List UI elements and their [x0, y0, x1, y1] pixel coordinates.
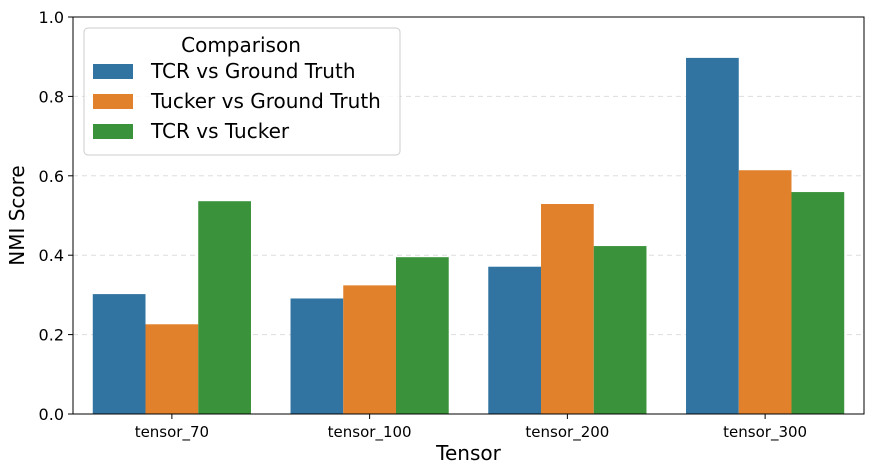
legend-swatch — [93, 124, 133, 139]
bar — [395, 257, 449, 414]
y-tick-label: 0.0 — [39, 405, 64, 424]
x-tick-label: tensor_200 — [525, 423, 609, 442]
bar — [593, 246, 647, 414]
x-tick-label: tensor_100 — [328, 423, 412, 442]
legend-items: TCR vs Ground Truth Tucker vs Ground Trut… — [93, 59, 381, 143]
legend: Comparison TCR vs Ground Truth Tucker vs … — [83, 27, 401, 156]
y-tick-label: 0.2 — [39, 326, 64, 345]
legend-title: Comparison — [181, 33, 301, 57]
bar — [738, 170, 792, 414]
legend-frame — [83, 27, 401, 156]
y-tick-label: 1.0 — [39, 8, 64, 27]
bar — [198, 201, 251, 414]
legend-label: TCR vs Ground Truth — [150, 59, 356, 83]
x-axis-label: Tensor — [435, 441, 501, 465]
plot-frame — [72, 16, 865, 415]
y-tick-label: 0.4 — [39, 246, 64, 265]
bar — [145, 324, 199, 414]
bar — [92, 294, 146, 414]
bar — [488, 266, 542, 414]
legend-label: TCR vs Tucker — [150, 119, 290, 143]
x-tick-label: tensor_300 — [723, 423, 807, 442]
bar — [791, 192, 845, 414]
bar — [541, 203, 594, 414]
bars — [92, 57, 845, 415]
legend-label: Tucker vs Ground Truth — [150, 89, 381, 113]
bar — [686, 57, 739, 415]
legend-swatch — [93, 64, 133, 79]
y-tick-label: 0.6 — [39, 167, 64, 186]
y-axis-ticks: 0.0 0.2 0.4 0.6 0.8 1.0 — [39, 8, 73, 424]
y-tick-label: 0.8 — [39, 87, 64, 106]
y-axis-label: NMI Score — [5, 165, 29, 266]
legend-swatch — [93, 94, 133, 109]
bar — [290, 298, 344, 414]
x-tick-label: tensor_70 — [135, 423, 209, 442]
bar — [343, 285, 396, 414]
x-axis-ticks: tensor_70 tensor_100 tensor_200 tensor_300 — [135, 414, 807, 442]
